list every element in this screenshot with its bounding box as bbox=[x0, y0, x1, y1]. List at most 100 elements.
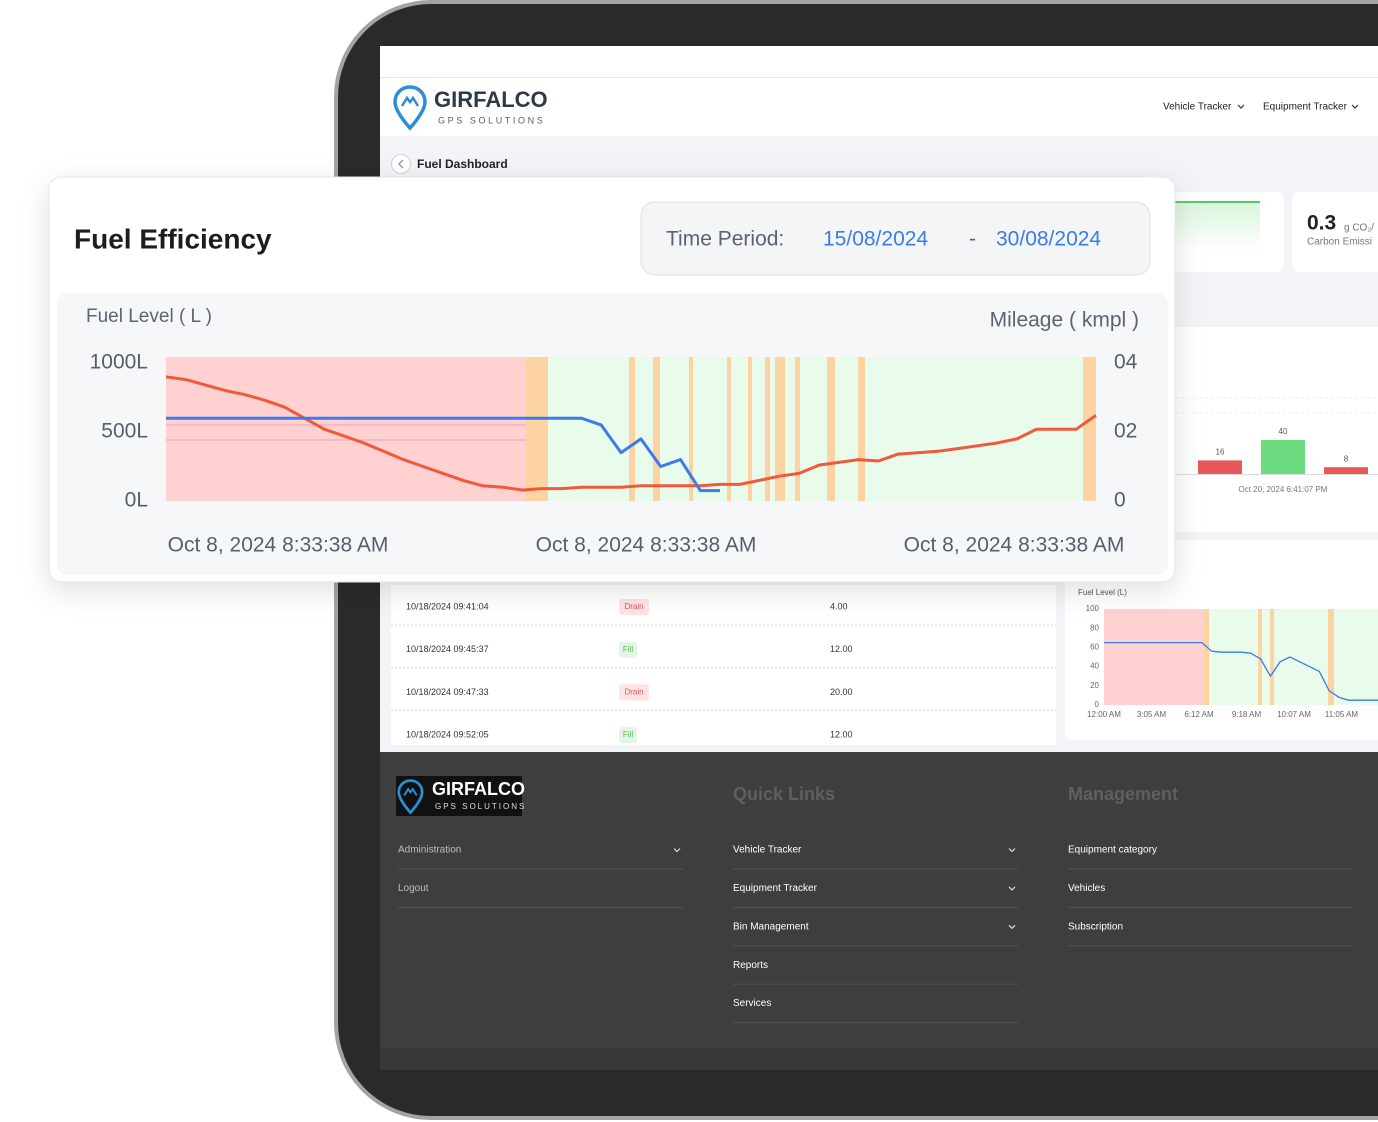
badge bbox=[619, 599, 649, 615]
footer-link[interactable]: Logout bbox=[398, 883, 429, 894]
x-tick-label: Oct 8, 2024 8:33:38 AM bbox=[536, 534, 757, 557]
small-line-chart: 0 20 40 60 80 100 12:00 AM 3:05 AM 6:12 AM 9:18 A… bbox=[1086, 604, 1378, 719]
cell-date: 10/18/2024 09:41:04 bbox=[406, 601, 489, 611]
back-button[interactable] bbox=[391, 154, 411, 174]
zone bbox=[775, 357, 785, 501]
badge-text: Drain bbox=[624, 602, 643, 611]
stat-unit: g CO₂/ bbox=[1344, 223, 1374, 234]
value-label: 16 bbox=[1216, 448, 1225, 457]
y-tick-label: 40 bbox=[1090, 662, 1099, 671]
chevron bbox=[673, 848, 681, 853]
nav-link[interactable]: Equipment Tracker bbox=[1263, 102, 1348, 113]
cell-date: 10/18/2024 09:52:05 bbox=[406, 729, 489, 739]
x-tick-label: 3:05 AM bbox=[1137, 710, 1167, 719]
zone bbox=[1270, 609, 1274, 705]
chevron bbox=[1008, 924, 1016, 930]
footer-link[interactable]: Services bbox=[733, 998, 771, 1009]
period-start[interactable]: 15/08/2024 bbox=[823, 228, 928, 251]
y-axis-label: Fuel Level ( L ) bbox=[86, 306, 212, 327]
line-series bbox=[1104, 641, 1378, 701]
badge-text: Fill bbox=[623, 730, 633, 739]
cell-value: 12.00 bbox=[830, 644, 853, 654]
zone bbox=[1104, 609, 1204, 705]
nav-link[interactable]: Vehicle Tracker bbox=[1163, 102, 1232, 113]
y-tick-label: 0 bbox=[1095, 700, 1100, 709]
bar-panel bbox=[1170, 327, 1378, 532]
fuel-chart: 1000L 500L 0L 04 02 0 Oct 8, 2024 8:33:38 AM Oc… bbox=[90, 351, 1138, 557]
footer-link[interactable]: Administration bbox=[398, 845, 461, 856]
zone bbox=[765, 357, 770, 501]
zone bbox=[1204, 609, 1209, 705]
x-tick-label: Oct 8, 2024 8:33:38 AM bbox=[168, 534, 389, 557]
y-tick-label: 60 bbox=[1090, 643, 1099, 652]
footer bbox=[380, 752, 1378, 1070]
zone bbox=[653, 357, 660, 501]
zone bbox=[727, 357, 731, 501]
footer-brand: GIRFALCO bbox=[432, 779, 525, 799]
x-tick-label: 10:07 AM bbox=[1277, 710, 1311, 719]
footer-link[interactable]: Bin Management bbox=[733, 921, 809, 932]
footer-link[interactable]: Vehicles bbox=[1068, 883, 1105, 894]
x-tick-label: 6:12 AM bbox=[1184, 710, 1214, 719]
period-label: Time Period: bbox=[666, 228, 784, 251]
tagline: GPS SOLUTIONS bbox=[438, 115, 545, 125]
badge bbox=[619, 641, 637, 658]
cell-value: 4.00 bbox=[830, 601, 848, 611]
chevron bbox=[1237, 104, 1245, 109]
y-tick-label: 1000L bbox=[90, 351, 148, 374]
bar bbox=[1261, 440, 1305, 474]
zone bbox=[748, 357, 752, 501]
bar bbox=[1324, 467, 1368, 474]
y-tick-label: 20 bbox=[1090, 681, 1099, 690]
fuel-card: Fuel Efficiency Time Period: 15/08/2024 … bbox=[48, 176, 1176, 583]
zone bbox=[827, 357, 835, 501]
zone bbox=[629, 357, 635, 501]
y2-tick-label: 04 bbox=[1114, 351, 1138, 374]
breadcrumb: Fuel Dashboard bbox=[417, 157, 508, 171]
footer-link[interactable]: Reports bbox=[733, 960, 768, 971]
stat-value: 0.3 bbox=[1307, 212, 1336, 235]
cell-value: 20.00 bbox=[830, 687, 853, 697]
table-rows: 10/18/2024 09:41:04 Drain 4.00 10/18/2024 0… bbox=[391, 599, 1056, 744]
line-series bbox=[165, 375, 1097, 492]
chevron bbox=[1008, 886, 1016, 891]
x-tick-label: Oct 8, 2024 8:33:38 AM bbox=[904, 534, 1125, 557]
chevron bbox=[1008, 848, 1016, 853]
bar-chart: 16 40 Oct 20, 2024 6:41:07 PM 8 bbox=[1175, 427, 1378, 494]
badge-text: Fill bbox=[623, 645, 633, 654]
axis-label: Fuel Level (L) bbox=[1078, 588, 1127, 597]
period-separator: - bbox=[969, 228, 976, 251]
back-icon bbox=[398, 159, 404, 169]
zone bbox=[166, 357, 526, 501]
period-box[interactable] bbox=[640, 201, 1151, 276]
footer-link[interactable]: Equipment category bbox=[1068, 845, 1157, 856]
logo-icon bbox=[393, 85, 427, 131]
y2-tick-label: 0 bbox=[1114, 489, 1126, 512]
footer-heading: Quick Links bbox=[733, 784, 835, 804]
stat-label: Carbon Emissi bbox=[1307, 237, 1372, 248]
cell-date: 10/18/2024 09:45:37 bbox=[406, 644, 489, 654]
header bbox=[380, 78, 1378, 136]
footer-link[interactable]: Subscription bbox=[1068, 921, 1123, 932]
x-tick-label: Oct 20, 2024 6:41:07 PM bbox=[1239, 485, 1328, 494]
zone bbox=[1083, 357, 1096, 501]
period-end[interactable]: 30/08/2024 bbox=[996, 228, 1101, 251]
footer-tagline: GPS SOLUTIONS bbox=[435, 802, 526, 811]
y-tick-label: 0L bbox=[125, 489, 148, 512]
stat-card bbox=[1292, 192, 1378, 272]
footer-link[interactable]: Equipment Tracker bbox=[733, 883, 818, 894]
y-tick-label: 100 bbox=[1086, 604, 1100, 613]
footer-link[interactable]: Vehicle Tracker bbox=[733, 845, 802, 856]
y-tick-label: 500L bbox=[101, 420, 148, 443]
brand: GIRFALCO bbox=[434, 87, 548, 112]
zone bbox=[1328, 609, 1334, 705]
footer-links: Administration Logout Vehicle Tracker Equip… bbox=[398, 845, 1353, 1024]
sparkline-area bbox=[1175, 203, 1260, 250]
zone bbox=[858, 357, 865, 501]
value-label: 40 bbox=[1279, 427, 1288, 436]
zone bbox=[689, 357, 693, 501]
zone bbox=[1258, 609, 1262, 705]
zone bbox=[526, 357, 548, 501]
zone bbox=[795, 357, 800, 501]
